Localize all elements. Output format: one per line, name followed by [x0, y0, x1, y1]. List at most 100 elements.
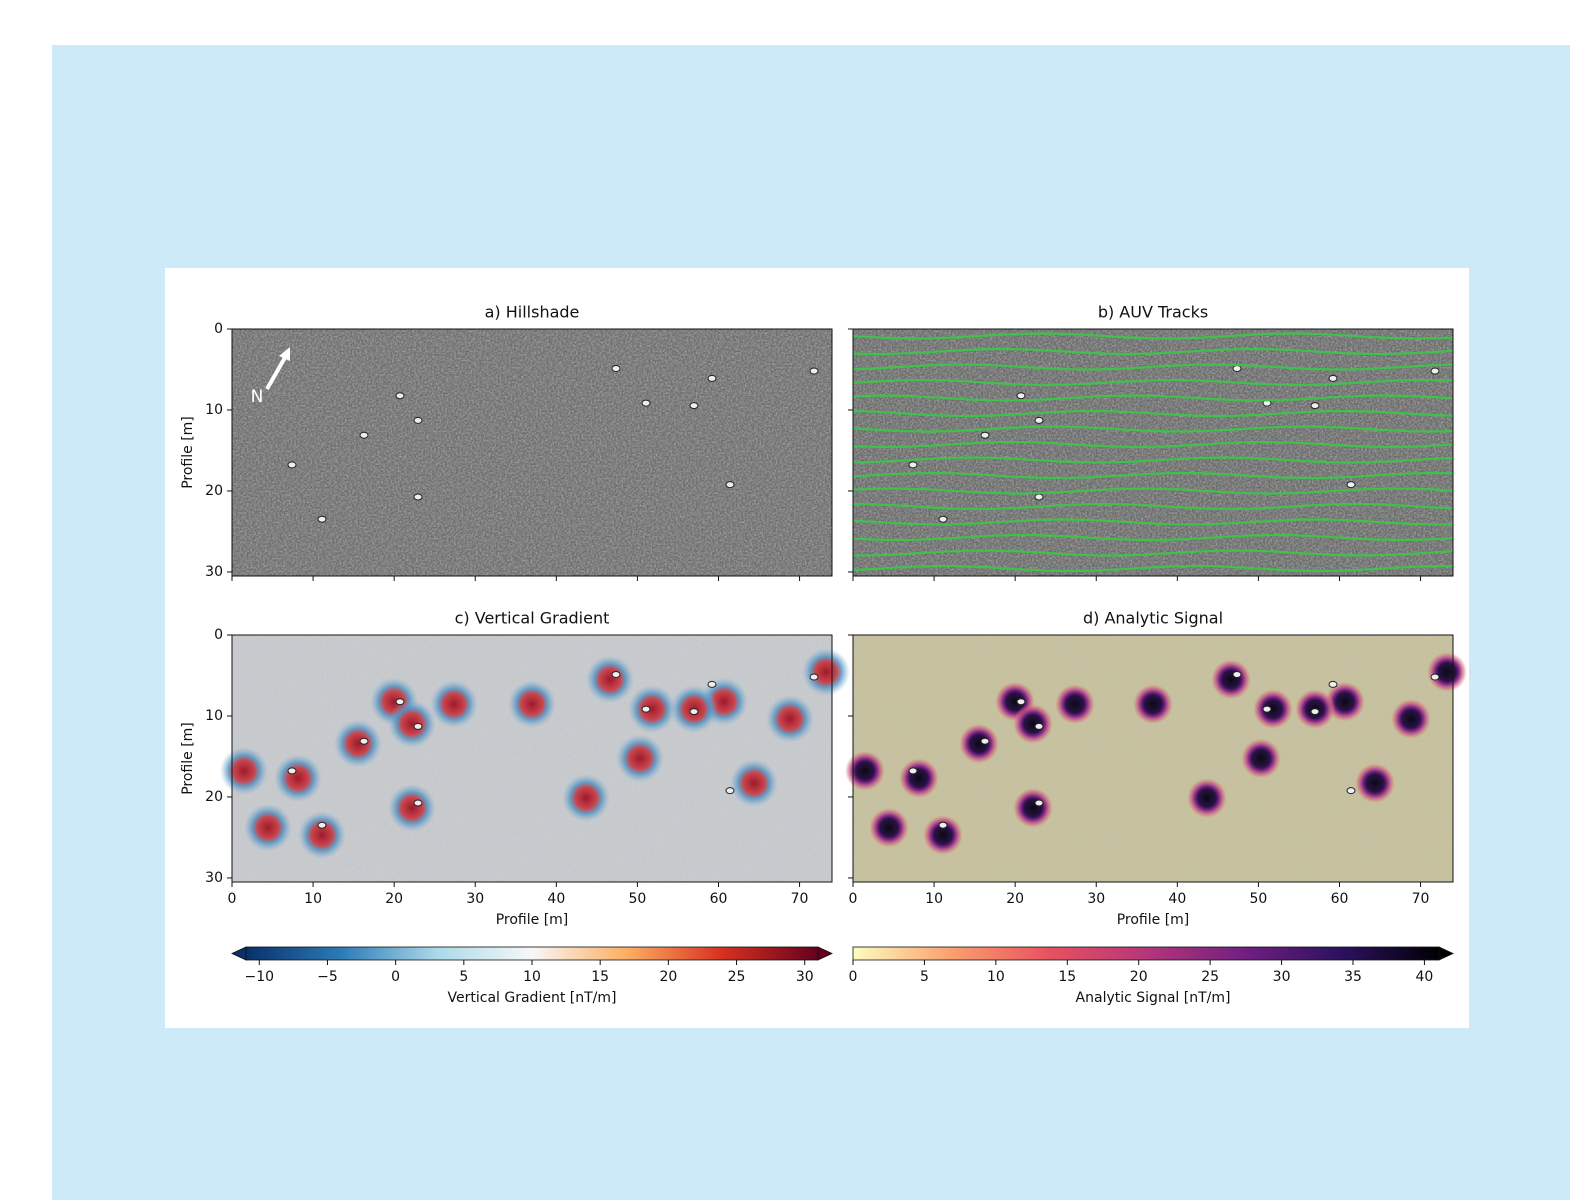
- y-tick-label: 30: [205, 870, 223, 886]
- boulder: [414, 723, 422, 729]
- x-tick-label: 10: [304, 891, 322, 907]
- colorbar-tick-label: 0: [849, 969, 858, 985]
- anomaly: [1055, 684, 1095, 724]
- boulder: [288, 768, 296, 774]
- boulder: [1035, 494, 1043, 500]
- colorbar-label: Vertical Gradient [nT/m]: [448, 990, 617, 1006]
- boulder: [318, 822, 326, 828]
- boulder: [414, 494, 422, 500]
- panel: N: [232, 329, 832, 576]
- boulder: [1035, 417, 1043, 423]
- anomaly: [388, 700, 436, 748]
- x-tick-label: 60: [710, 891, 728, 907]
- boulder: [612, 672, 620, 678]
- colorbar-tick-label: −10: [244, 969, 274, 985]
- boulder: [1329, 375, 1337, 381]
- anomaly: [562, 774, 610, 822]
- panel-title: c) Vertical Gradient: [455, 609, 610, 628]
- anomaly: [244, 804, 292, 852]
- anomaly: [1013, 704, 1053, 744]
- anomaly: [586, 655, 634, 703]
- anomaly: [298, 811, 346, 859]
- anomaly: [334, 720, 382, 768]
- anomaly: [802, 648, 850, 696]
- y-tick-label: 10: [205, 402, 223, 418]
- anomaly: [730, 759, 778, 807]
- page: Na) Hillshade 0 10 20 30 Profile [m] b) AUV Tr…: [0, 0, 1570, 1200]
- anomaly: [1253, 689, 1293, 729]
- boulder: [708, 375, 716, 381]
- anomaly: [766, 695, 814, 743]
- colorbar-tick-label: 10: [523, 969, 541, 985]
- colorbar-tick-label: 0: [391, 969, 400, 985]
- boulder: [642, 706, 650, 712]
- anomaly: [959, 724, 999, 764]
- boulder: [939, 516, 947, 522]
- y-tick-label: 20: [205, 483, 223, 499]
- north-label: N: [251, 387, 264, 407]
- y-axis-label: Profile [m]: [180, 416, 196, 489]
- anomaly: [869, 808, 909, 848]
- boulder: [1017, 699, 1025, 705]
- colorbar-tick-label: 25: [728, 969, 746, 985]
- panel-title: d) Analytic Signal: [1083, 609, 1223, 628]
- colorbar-tick-label: 10: [987, 969, 1005, 985]
- y-tick-label: 20: [205, 789, 223, 805]
- boulder: [1017, 393, 1025, 399]
- colorbar-tick-label: 35: [1344, 969, 1362, 985]
- anomaly: [508, 680, 556, 728]
- anomaly: [430, 680, 478, 728]
- x-axis-label: Profile [m]: [496, 912, 569, 928]
- boulder: [396, 699, 404, 705]
- boulder: [360, 738, 368, 744]
- x-axis-label: Profile [m]: [1117, 912, 1190, 928]
- y-tick-label: 30: [205, 564, 223, 580]
- boulder: [414, 800, 422, 806]
- anomaly: [1013, 788, 1053, 828]
- panel: [845, 635, 1467, 882]
- anomaly: [1187, 778, 1227, 818]
- colorbar-tick-label: 15: [1058, 969, 1076, 985]
- anomaly: [1391, 699, 1431, 739]
- x-tick-label: 0: [228, 891, 237, 907]
- boulder: [939, 822, 947, 828]
- boulder: [1233, 366, 1241, 372]
- x-tick-label: 50: [628, 891, 646, 907]
- boulder: [810, 674, 818, 680]
- boulder: [1431, 674, 1439, 680]
- boulder: [981, 432, 989, 438]
- anomaly: [899, 758, 939, 798]
- anomaly: [628, 685, 676, 733]
- anomaly: [1427, 652, 1467, 692]
- colorbar-tick-label: 30: [796, 969, 814, 985]
- panel-title: b) AUV Tracks: [1098, 303, 1208, 322]
- anomaly: [1211, 659, 1251, 699]
- boulder: [318, 516, 326, 522]
- boulder: [690, 709, 698, 715]
- boulder: [360, 432, 368, 438]
- boulder: [708, 681, 716, 687]
- anomaly: [923, 815, 963, 855]
- anomaly: [1133, 684, 1173, 724]
- boulder: [690, 403, 698, 409]
- boulder: [1311, 709, 1319, 715]
- boulder: [1311, 403, 1319, 409]
- x-tick-label: 40: [547, 891, 565, 907]
- anomaly: [1241, 739, 1281, 779]
- colorbar-label: Analytic Signal [nT/m]: [1076, 990, 1231, 1006]
- colorbar-tick-label: 25: [1201, 969, 1219, 985]
- boulder: [612, 366, 620, 372]
- boulder: [909, 768, 917, 774]
- panel-title: a) Hillshade: [485, 303, 580, 322]
- boulder: [1347, 482, 1355, 488]
- boulder: [1431, 368, 1439, 374]
- anomaly: [274, 754, 322, 802]
- panel: [220, 635, 850, 882]
- boulder: [1263, 706, 1271, 712]
- boulder: [1035, 723, 1043, 729]
- anomaly: [616, 735, 664, 783]
- colorbar-tick-label: 20: [659, 969, 677, 985]
- colorbar-tick-label: 20: [1130, 969, 1148, 985]
- x-tick-label: 30: [466, 891, 484, 907]
- anomaly: [388, 784, 436, 832]
